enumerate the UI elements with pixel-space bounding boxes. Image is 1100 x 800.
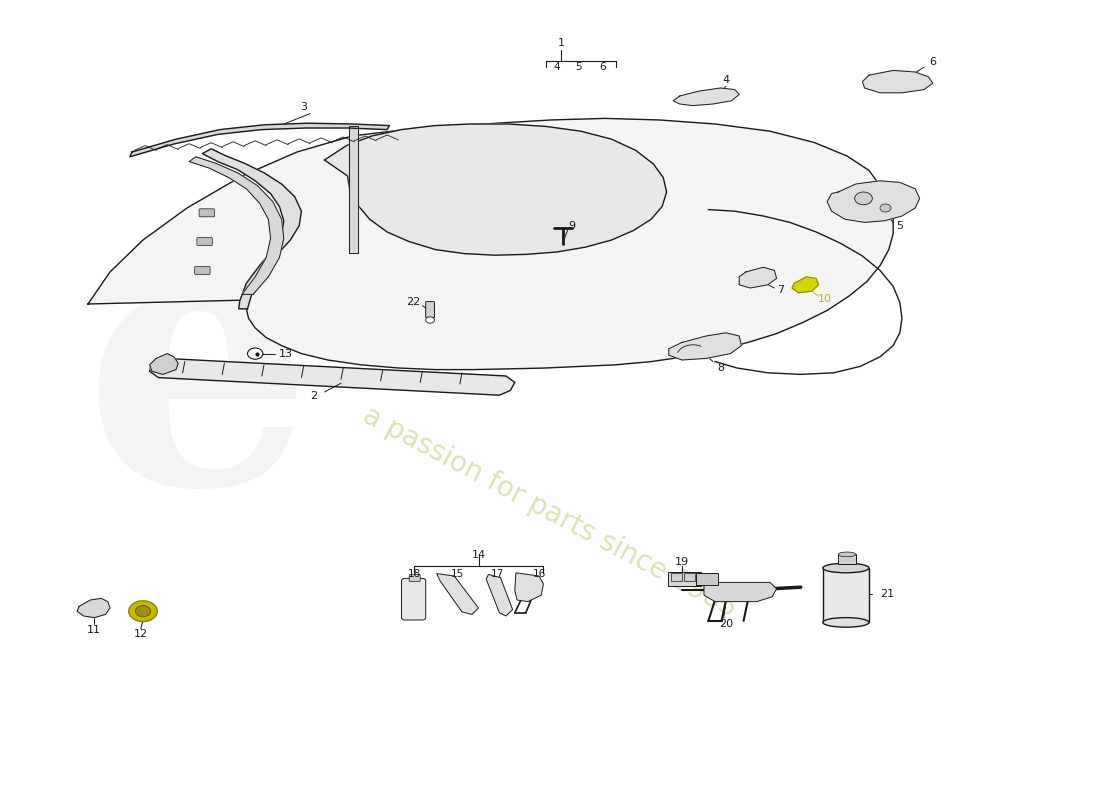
- Polygon shape: [349, 126, 358, 253]
- Text: 6: 6: [930, 58, 936, 67]
- Circle shape: [129, 601, 157, 622]
- Bar: [838, 554, 856, 564]
- Text: 5: 5: [575, 62, 582, 72]
- Polygon shape: [669, 333, 741, 360]
- Text: 6: 6: [600, 62, 606, 72]
- Polygon shape: [792, 277, 818, 293]
- Ellipse shape: [838, 552, 856, 557]
- FancyBboxPatch shape: [402, 578, 426, 620]
- FancyBboxPatch shape: [199, 209, 214, 217]
- FancyBboxPatch shape: [409, 574, 420, 582]
- Polygon shape: [486, 574, 513, 616]
- Text: a passion for parts since 1985: a passion for parts since 1985: [359, 401, 741, 623]
- Text: 18: 18: [408, 569, 421, 578]
- Text: 14: 14: [472, 550, 485, 560]
- Text: 20: 20: [719, 619, 733, 629]
- Text: 12: 12: [134, 630, 147, 639]
- Polygon shape: [77, 598, 110, 618]
- Polygon shape: [827, 181, 920, 222]
- Polygon shape: [862, 70, 933, 93]
- Circle shape: [855, 192, 872, 205]
- Circle shape: [248, 348, 263, 359]
- Polygon shape: [189, 157, 284, 294]
- Bar: [684, 573, 695, 581]
- Text: 11: 11: [87, 626, 100, 635]
- Text: 15: 15: [451, 569, 464, 578]
- Polygon shape: [88, 118, 893, 370]
- Polygon shape: [673, 88, 739, 106]
- Bar: [823, 568, 869, 622]
- Polygon shape: [739, 267, 777, 288]
- Text: 21: 21: [880, 589, 894, 598]
- Bar: [671, 573, 682, 581]
- FancyBboxPatch shape: [197, 238, 212, 246]
- Text: 2: 2: [310, 391, 317, 401]
- Ellipse shape: [823, 618, 869, 627]
- FancyBboxPatch shape: [696, 573, 718, 585]
- Text: 10: 10: [818, 294, 832, 304]
- Polygon shape: [150, 358, 515, 395]
- FancyBboxPatch shape: [195, 266, 210, 274]
- Text: 3: 3: [300, 102, 307, 112]
- Text: 9: 9: [569, 221, 575, 230]
- FancyBboxPatch shape: [426, 302, 434, 318]
- Polygon shape: [437, 574, 478, 614]
- Text: e: e: [84, 209, 312, 559]
- Text: 5: 5: [896, 221, 903, 230]
- Text: 17: 17: [491, 569, 504, 578]
- Text: 22: 22: [407, 298, 420, 307]
- Polygon shape: [202, 149, 301, 309]
- Circle shape: [880, 204, 891, 212]
- Polygon shape: [324, 124, 667, 255]
- Polygon shape: [515, 573, 543, 602]
- FancyBboxPatch shape: [668, 572, 701, 586]
- Circle shape: [426, 317, 434, 323]
- Text: 16: 16: [532, 569, 546, 578]
- Polygon shape: [130, 123, 389, 157]
- Circle shape: [135, 606, 151, 617]
- Text: 4: 4: [723, 75, 729, 85]
- Text: 19: 19: [675, 557, 689, 566]
- Text: 7: 7: [778, 286, 784, 295]
- Ellipse shape: [823, 563, 869, 573]
- Polygon shape: [150, 354, 178, 374]
- Text: 4: 4: [553, 62, 560, 72]
- Polygon shape: [704, 582, 777, 602]
- Text: 8: 8: [717, 363, 724, 373]
- Text: 1: 1: [558, 38, 564, 48]
- Text: 13: 13: [279, 349, 293, 358]
